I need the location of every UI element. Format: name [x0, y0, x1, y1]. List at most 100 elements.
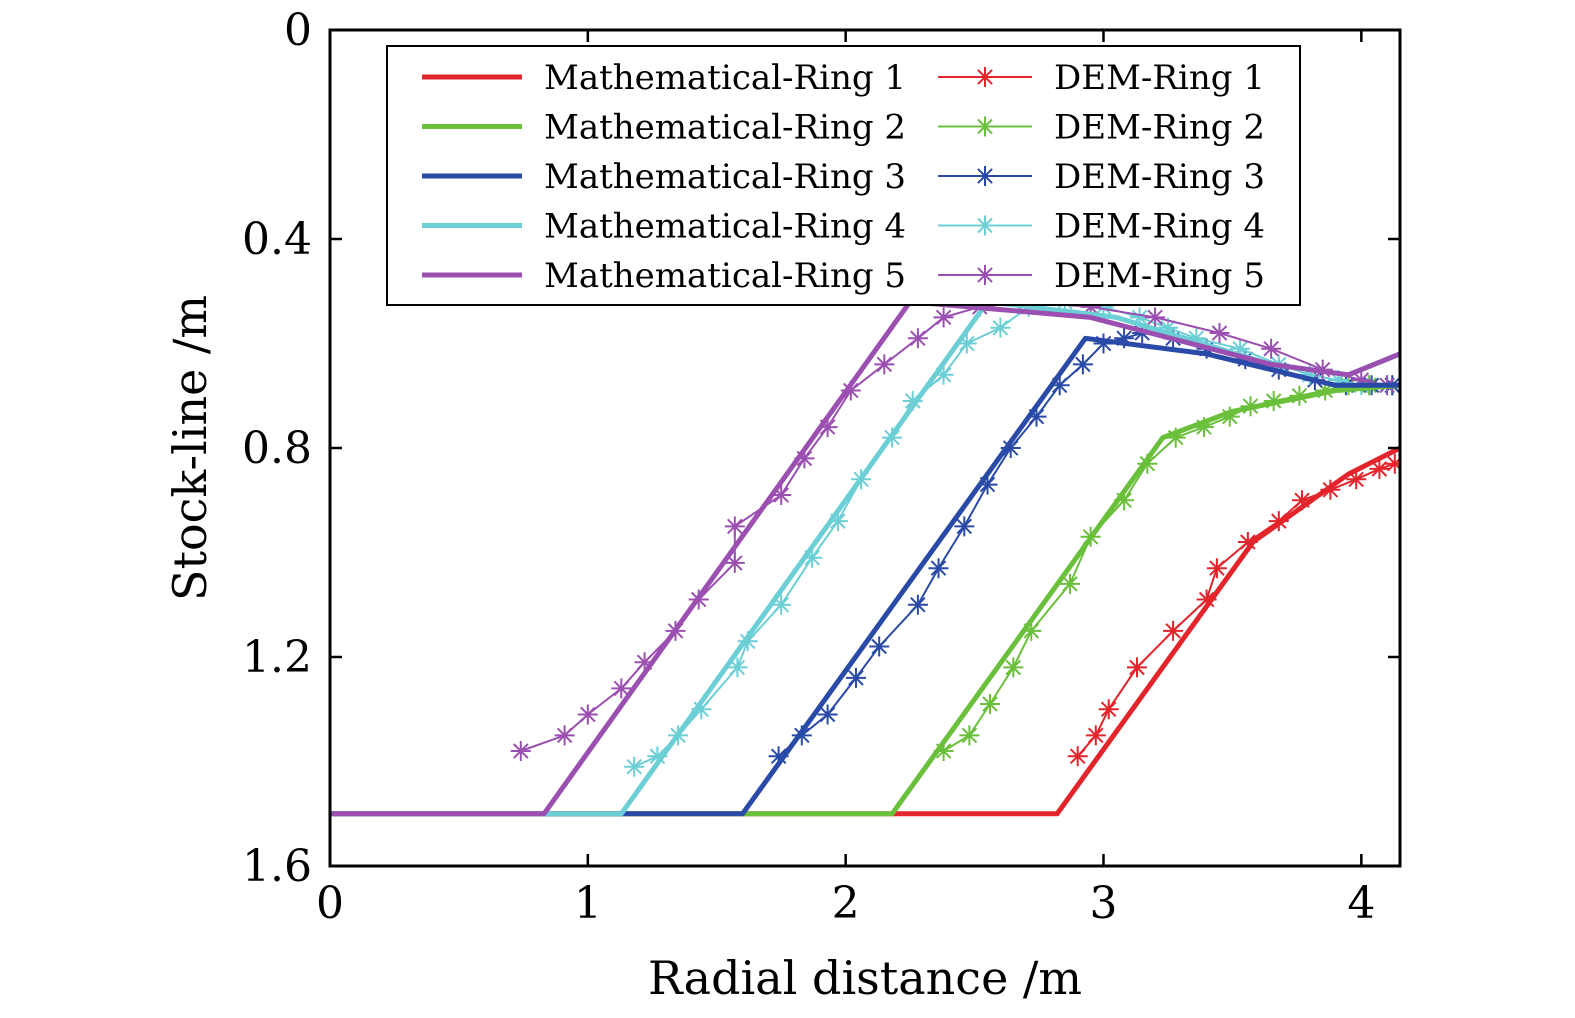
- data-point: [980, 694, 1000, 714]
- data-point: [554, 725, 575, 746]
- series-line: [330, 335, 1400, 817]
- x-tick-label: 2: [832, 878, 860, 929]
- data-point: [1165, 427, 1186, 448]
- data-point: [1098, 699, 1119, 720]
- data-point: [902, 391, 923, 411]
- data-point: [840, 380, 861, 401]
- data-point: [1085, 725, 1106, 746]
- data-point: [1060, 573, 1080, 594]
- x-tick-label: 4: [1347, 878, 1375, 929]
- series-line: [520, 300, 1388, 752]
- data-point: [1328, 370, 1349, 391]
- y-tick-label: 0: [284, 5, 312, 56]
- x-axis-label: Radial distance /m: [648, 951, 1082, 1005]
- legend-entry: Mathematical-Ring 2: [422, 108, 906, 148]
- legend-marker: [975, 265, 995, 285]
- legend-entry: Mathematical-Ring 4: [422, 207, 906, 247]
- y-tick-label: 1.2: [242, 632, 312, 683]
- data-point: [1369, 458, 1390, 479]
- data-point: [624, 756, 645, 777]
- data-point: [817, 704, 838, 725]
- data-point: [724, 552, 745, 573]
- data-point: [577, 704, 598, 725]
- data-point: [802, 547, 823, 568]
- data-point: [1093, 333, 1114, 354]
- data-point: [1114, 490, 1135, 511]
- data-point: [647, 746, 668, 767]
- data-point: [1127, 657, 1147, 678]
- legend-label: DEM-Ring 5: [1054, 256, 1265, 296]
- legend-label: DEM-Ring 1: [1054, 58, 1265, 98]
- legend-label: DEM-Ring 3: [1054, 157, 1265, 197]
- data-point: [907, 328, 928, 349]
- data-point: [1196, 589, 1217, 610]
- data-point: [1261, 338, 1282, 359]
- data-point: [727, 657, 748, 678]
- data-point: [1080, 296, 1101, 317]
- x-tick-label: 0: [316, 878, 344, 929]
- tick-layer: 0 1 2 3 4 0 0.4 0.8 1.2 1.6: [242, 5, 1400, 929]
- legend-entry: DEM-Ring 4: [938, 207, 1265, 247]
- legend-marker: [975, 116, 995, 137]
- data-point: [1351, 370, 1372, 391]
- data-point: [1072, 354, 1093, 375]
- legend-box: [386, 45, 1301, 306]
- legend-entry: Mathematical-Ring 1: [422, 58, 906, 98]
- series-line: [330, 382, 1400, 817]
- data-point: [724, 516, 745, 537]
- data-point: [817, 417, 838, 438]
- data-point: [510, 741, 531, 761]
- data-point: [1237, 532, 1258, 552]
- legend-label: DEM-Ring 4: [1054, 207, 1265, 247]
- data-point: [959, 725, 980, 746]
- data-point: [1021, 620, 1042, 641]
- data-point: [1093, 296, 1114, 317]
- data-point: [691, 699, 712, 720]
- data-point: [771, 594, 792, 615]
- data-point: [956, 333, 977, 354]
- data-point: [1206, 558, 1227, 579]
- data-point: [1137, 453, 1158, 474]
- data-point: [1230, 338, 1251, 359]
- legend-entry: DEM-Ring 3: [938, 157, 1265, 197]
- series-line: [330, 299, 1400, 817]
- legend-marker: [975, 67, 995, 87]
- data-point: [794, 448, 815, 469]
- y-tick-label: 0.4: [242, 214, 312, 265]
- series-mathematical-ring-1: [330, 445, 1400, 817]
- data-point: [771, 485, 792, 505]
- data-point: [768, 746, 789, 767]
- data-point: [933, 307, 954, 328]
- series-mathematical-ring-2: [330, 382, 1400, 817]
- series-line: [330, 445, 1400, 817]
- data-point: [933, 364, 954, 385]
- data-point: [1186, 328, 1207, 349]
- data-point: [1219, 406, 1240, 427]
- data-point: [827, 511, 848, 532]
- data-point: [1194, 417, 1214, 438]
- y-tick-label: 0.8: [242, 423, 312, 474]
- data-point: [1026, 406, 1047, 427]
- legend-label: Mathematical-Ring 2: [544, 108, 906, 148]
- data-point: [1114, 328, 1135, 349]
- y-tick-label: 1.6: [242, 841, 312, 892]
- data-point: [1129, 307, 1150, 328]
- series-mathematical-ring-5: [330, 299, 1400, 817]
- legend-marker: [975, 215, 995, 236]
- data-point: [1000, 438, 1021, 458]
- data-point: [874, 354, 895, 375]
- data-point: [907, 594, 928, 615]
- data-point: [977, 474, 998, 495]
- x-tick-label: 1: [574, 878, 602, 929]
- data-point: [990, 317, 1011, 338]
- data-point: [846, 667, 866, 688]
- legend-label: Mathematical-Ring 3: [544, 157, 906, 197]
- data-point: [1209, 323, 1230, 343]
- data-point: [634, 652, 655, 673]
- data-point: [1163, 620, 1184, 641]
- data-point: [933, 741, 954, 761]
- series-layer: [330, 291, 1400, 817]
- data-point: [1158, 317, 1178, 338]
- data-point: [928, 558, 949, 579]
